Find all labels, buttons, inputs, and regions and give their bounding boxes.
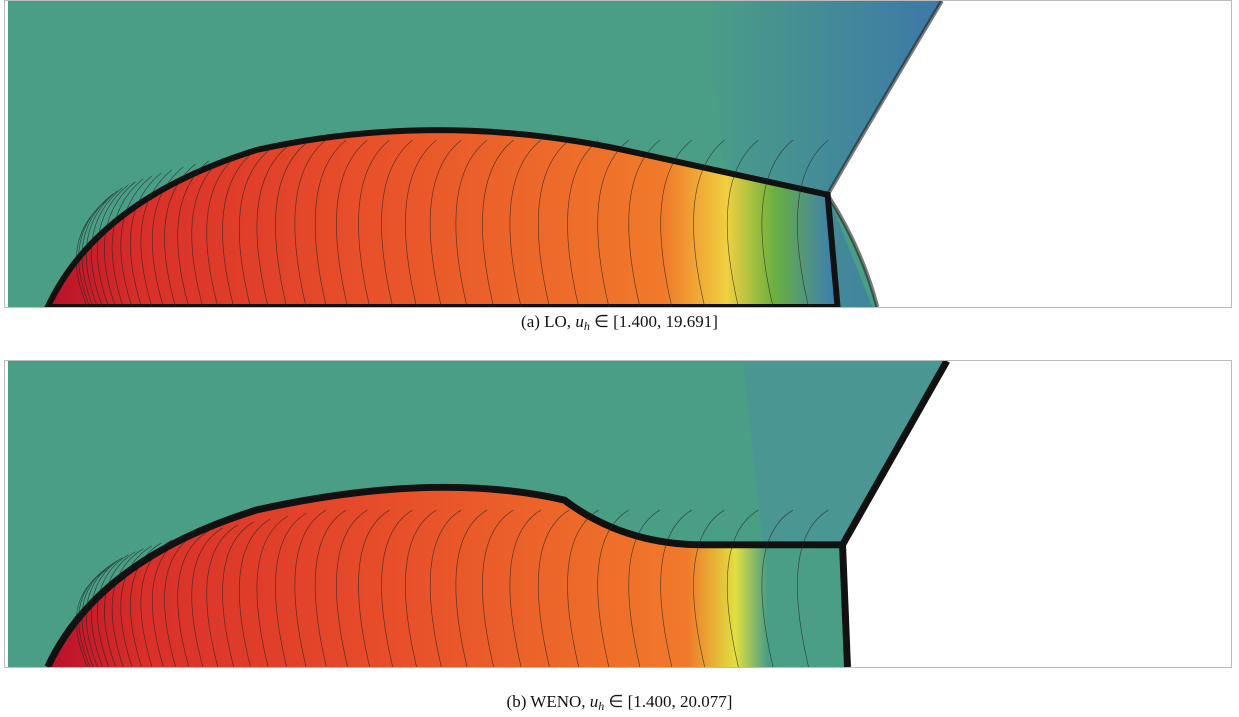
contour-line — [86, 190, 118, 307]
contour-line — [111, 548, 144, 667]
caption-var: u — [575, 312, 584, 331]
caption-label: (a) LO, — [521, 312, 572, 331]
contour-line — [97, 184, 129, 307]
shock-front — [44, 361, 950, 667]
contour-line — [482, 139, 514, 307]
contour-lines — [76, 139, 829, 307]
contour-line — [111, 178, 144, 307]
contour-line — [120, 545, 153, 667]
contour-line — [81, 193, 114, 307]
contour-line — [314, 509, 347, 667]
shock-zone — [743, 361, 947, 545]
contour-plot-weno — [4, 360, 1232, 668]
contour-line — [336, 509, 368, 667]
caption-label: (b) WENO, — [506, 692, 586, 711]
contour-line — [275, 512, 307, 667]
contour-line — [104, 551, 136, 667]
contour-line — [177, 160, 209, 307]
contour-line — [238, 518, 271, 667]
contour-line — [314, 139, 347, 307]
contour-line — [597, 509, 629, 667]
contour-line — [455, 139, 488, 307]
contour-line — [537, 509, 570, 667]
contour-line — [81, 563, 114, 667]
caption-range: ∈ [1.400, 20.077] — [608, 692, 733, 711]
caption: (b) WENO, uh ∈ [1.400, 20.077] — [0, 692, 1239, 714]
contour-line — [429, 139, 462, 307]
contour-line — [91, 557, 123, 667]
contour-line — [164, 533, 196, 667]
contour-line — [381, 139, 413, 307]
contour-line — [103, 181, 136, 307]
bow-region — [47, 487, 848, 667]
contour-line — [358, 139, 390, 307]
contour-line — [191, 527, 223, 667]
contour-line — [597, 139, 629, 307]
contour-line — [660, 139, 692, 307]
contour-line — [455, 509, 488, 667]
contour-line — [130, 542, 162, 667]
contour-line — [797, 509, 829, 667]
contour-line — [381, 509, 413, 667]
contour-line — [567, 139, 599, 307]
contour-line — [797, 139, 829, 307]
contour-line — [358, 509, 390, 667]
contour-line — [177, 530, 209, 667]
caption: (a) LO, uh ∈ [1.400, 19.691] — [0, 312, 1239, 334]
shock-front — [825, 1, 944, 307]
contour-line — [91, 187, 123, 307]
undisturbed-region — [827, 1, 1229, 307]
contour-line — [336, 139, 368, 307]
contour-line — [78, 196, 110, 307]
caption-sub: h — [598, 699, 605, 713]
undisturbed-region — [842, 361, 1229, 667]
contour-line — [761, 509, 794, 667]
caption-var: u — [589, 692, 599, 711]
contour-line — [567, 509, 599, 667]
contour-line — [256, 145, 289, 307]
contour-line — [191, 157, 224, 307]
contour-line — [140, 539, 173, 667]
caption-range: ∈ [1.400, 19.691] — [594, 312, 718, 331]
contour-line — [429, 509, 462, 667]
contour-lines — [75, 509, 829, 667]
contour-line — [537, 139, 570, 307]
contour-line — [140, 169, 173, 307]
contour-line — [693, 139, 725, 307]
contour-line — [151, 166, 184, 307]
contour-line — [97, 554, 129, 667]
contour-line — [222, 151, 254, 307]
contour-line — [509, 139, 542, 307]
contour-line — [761, 139, 794, 307]
contour-line — [294, 509, 327, 667]
shock-zone — [703, 1, 942, 307]
contour-line — [256, 515, 289, 667]
contour-line — [628, 509, 660, 667]
contour-line — [294, 139, 327, 307]
contour-line — [86, 560, 118, 667]
contour-line — [151, 536, 184, 667]
contour-line — [509, 509, 542, 667]
contour-plot-lo — [4, 0, 1232, 308]
contour-line — [693, 509, 725, 667]
bow-region — [44, 127, 841, 307]
contour-line — [120, 175, 153, 307]
contour-line — [130, 172, 162, 307]
contour-line — [660, 509, 692, 667]
contour-line — [275, 142, 307, 307]
contour-line — [405, 509, 437, 667]
caption-sub: h — [583, 319, 590, 333]
contour-line — [222, 521, 254, 667]
contour-line — [482, 509, 514, 667]
contour-line — [405, 139, 437, 307]
contour-line — [726, 509, 759, 667]
contour-line — [164, 163, 196, 307]
contour-line — [75, 569, 108, 667]
contour-line — [206, 154, 238, 307]
contour-line — [628, 139, 660, 307]
contour-line — [206, 524, 238, 667]
contour-line — [238, 148, 271, 307]
contour-line — [726, 139, 759, 307]
